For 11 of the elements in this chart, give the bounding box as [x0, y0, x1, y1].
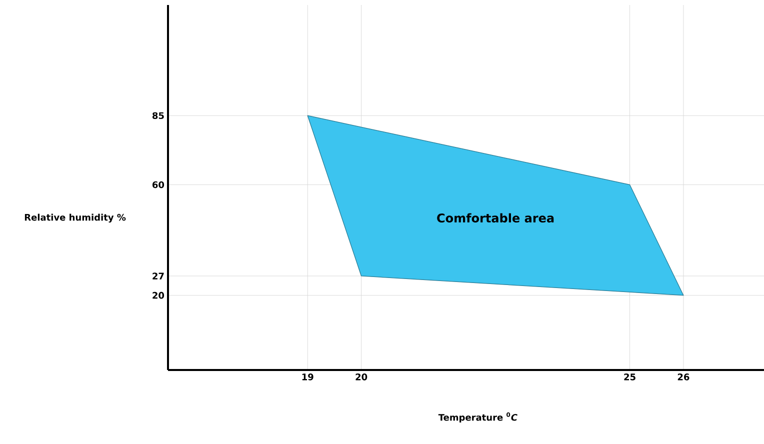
- x-tick-label: 19: [302, 374, 314, 380]
- y-axis-title: Relative humidity %: [24, 214, 126, 223]
- x-axis-title: Temperature $^{0}$C: [438, 412, 518, 423]
- y-tick-label: 60: [152, 181, 164, 188]
- x-tick-label: 25: [624, 374, 636, 380]
- x-tick-label: 26: [678, 374, 690, 380]
- x-tick-label: 20: [356, 374, 368, 380]
- y-tick-label: 85: [152, 112, 164, 120]
- annotation: Comfortable area: [437, 213, 554, 223]
- y-tick-label: 27: [152, 272, 164, 280]
- y-tick-label: 20: [152, 292, 164, 299]
